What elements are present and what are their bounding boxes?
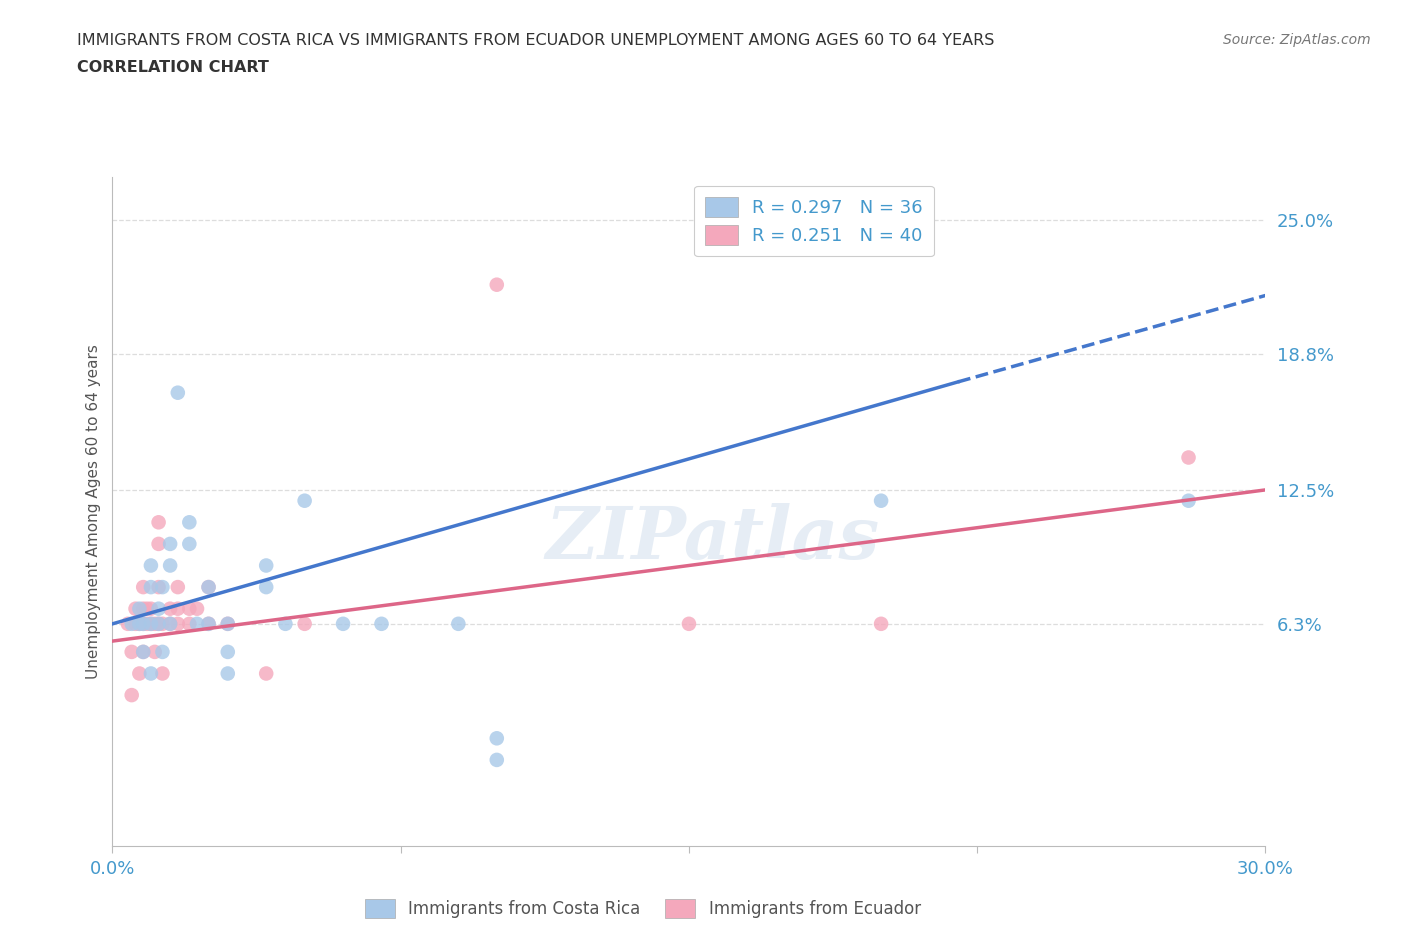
Point — [166, 617, 188, 631]
Point — [159, 617, 181, 631]
Point — [332, 617, 354, 631]
Point — [139, 617, 162, 631]
Text: IMMIGRANTS FROM COSTA RICA VS IMMIGRANTS FROM ECUADOR UNEMPLOYMENT AMONG AGES 60: IMMIGRANTS FROM COSTA RICA VS IMMIGRANTS… — [77, 33, 994, 47]
Point — [294, 493, 316, 508]
Point — [121, 687, 143, 702]
Point — [132, 579, 155, 594]
Point — [132, 644, 155, 659]
Point — [152, 666, 174, 681]
Point — [159, 537, 181, 551]
Point — [179, 515, 201, 530]
Point — [148, 537, 170, 551]
Point — [197, 579, 219, 594]
Text: ZIPatlas: ZIPatlas — [546, 503, 879, 574]
Point — [139, 579, 162, 594]
Point — [179, 617, 201, 631]
Legend: Immigrants from Costa Rica, Immigrants from Ecuador: Immigrants from Costa Rica, Immigrants f… — [359, 893, 928, 925]
Point — [148, 515, 170, 530]
Point — [128, 666, 150, 681]
Point — [217, 666, 239, 681]
Point — [124, 602, 146, 617]
Point — [186, 617, 208, 631]
Point — [485, 731, 508, 746]
Point — [132, 602, 155, 617]
Point — [870, 617, 893, 631]
Point — [447, 617, 470, 631]
Point — [139, 666, 162, 681]
Point — [166, 602, 188, 617]
Point — [132, 617, 155, 631]
Point — [136, 602, 159, 617]
Point — [179, 537, 201, 551]
Point — [139, 558, 162, 573]
Point — [254, 666, 277, 681]
Point — [485, 752, 508, 767]
Point — [1177, 493, 1199, 508]
Point — [186, 602, 208, 617]
Point — [132, 644, 155, 659]
Point — [124, 617, 146, 631]
Point — [1177, 450, 1199, 465]
Point — [152, 617, 174, 631]
Point — [143, 617, 166, 631]
Point — [254, 579, 277, 594]
Point — [159, 558, 181, 573]
Point — [121, 644, 143, 659]
Point — [132, 617, 155, 631]
Point — [128, 602, 150, 617]
Point — [117, 617, 139, 631]
Point — [166, 385, 188, 400]
Point — [217, 617, 239, 631]
Point — [143, 644, 166, 659]
Point — [217, 644, 239, 659]
Point — [152, 579, 174, 594]
Point — [159, 602, 181, 617]
Point — [217, 617, 239, 631]
Point — [121, 617, 143, 631]
Point — [159, 617, 181, 631]
Point — [485, 277, 508, 292]
Text: Source: ZipAtlas.com: Source: ZipAtlas.com — [1223, 33, 1371, 46]
Point — [148, 579, 170, 594]
Point — [179, 602, 201, 617]
Point — [139, 602, 162, 617]
Y-axis label: Unemployment Among Ages 60 to 64 years: Unemployment Among Ages 60 to 64 years — [86, 344, 101, 679]
Point — [166, 579, 188, 594]
Point — [678, 617, 700, 631]
Point — [197, 617, 219, 631]
Point — [294, 617, 316, 631]
Point — [870, 493, 893, 508]
Text: CORRELATION CHART: CORRELATION CHART — [77, 60, 269, 75]
Point — [148, 602, 170, 617]
Point — [128, 617, 150, 631]
Point — [370, 617, 392, 631]
Point — [152, 644, 174, 659]
Point — [197, 617, 219, 631]
Point — [254, 558, 277, 573]
Point — [128, 617, 150, 631]
Point — [148, 617, 170, 631]
Point — [197, 579, 219, 594]
Point — [148, 617, 170, 631]
Point — [136, 617, 159, 631]
Point — [139, 617, 162, 631]
Point — [274, 617, 297, 631]
